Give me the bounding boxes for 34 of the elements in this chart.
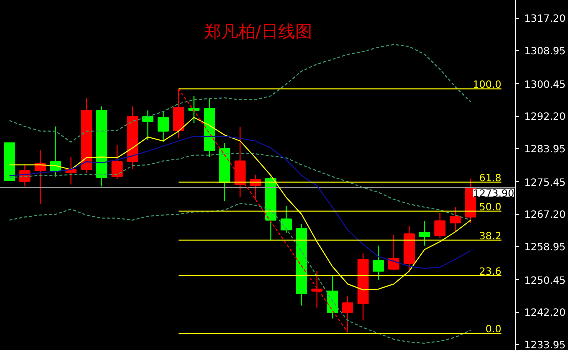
y-tick-label: 1275.45 bbox=[524, 178, 566, 189]
candlestick bbox=[280, 206, 292, 234]
ref-line-label: 1273.90 bbox=[473, 188, 515, 200]
candlestick bbox=[326, 274, 338, 320]
line-series bbox=[9, 44, 472, 143]
series-label: 0.0 bbox=[486, 324, 502, 336]
candlestick bbox=[419, 220, 430, 246]
series-label: 100.0 bbox=[473, 80, 502, 92]
candlestick bbox=[142, 110, 154, 141]
series-label: 38.2 bbox=[479, 231, 502, 242]
y-tick-label: 1250.45 bbox=[524, 276, 566, 287]
candlestick bbox=[434, 212, 446, 239]
candlestick bbox=[234, 126, 246, 198]
y-tick-label: 1258.95 bbox=[524, 242, 566, 254]
line-series bbox=[9, 136, 472, 270]
y-tick-label: 1242.20 bbox=[524, 308, 566, 320]
candlestick bbox=[373, 245, 384, 281]
candlestick bbox=[158, 111, 170, 143]
y-tick-label: 1267.20 bbox=[524, 210, 566, 222]
y-tick-label: 1300.45 bbox=[524, 80, 566, 91]
line-series bbox=[9, 203, 472, 344]
text: 郑凡柏/日线图 bbox=[204, 22, 312, 42]
y-tick-label: 1308.95 bbox=[524, 46, 566, 58]
series-label: 23.6 bbox=[479, 267, 502, 278]
y-tick-label: 1233.95 bbox=[524, 340, 566, 350]
candlestick bbox=[312, 270, 323, 308]
candlestick bbox=[112, 144, 123, 180]
series-label: 50.0 bbox=[479, 202, 502, 214]
candlestick bbox=[450, 206, 462, 233]
y-tick-label: 1317.20 bbox=[524, 14, 566, 26]
y-tick-label: 1292.20 bbox=[524, 112, 566, 124]
candlestick bbox=[188, 96, 200, 124]
y-tick-label: 1283.95 bbox=[524, 144, 566, 156]
series-label: 61.8 bbox=[479, 173, 502, 184]
